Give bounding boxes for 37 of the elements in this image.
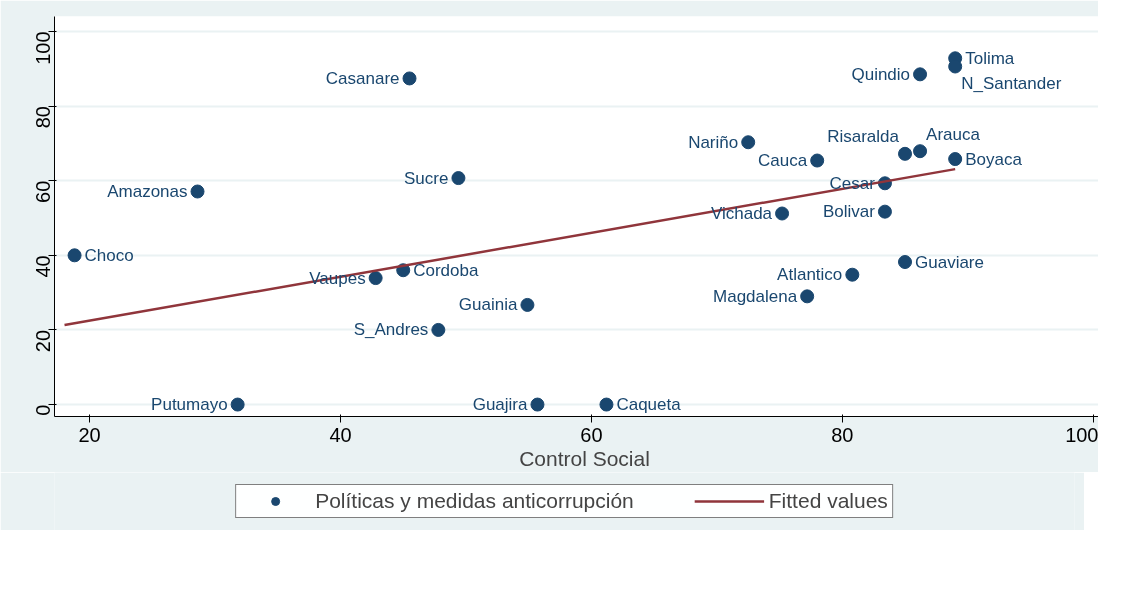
x-axis-title: Control Social (519, 446, 650, 470)
x-tick-label: 80 (831, 423, 854, 446)
x-tick-label: 100 (1065, 423, 1099, 446)
y-tick-label: 100 (32, 31, 55, 65)
annotation: Nariño (688, 132, 739, 152)
annotation: Magdalena (713, 286, 798, 306)
annotation: N_Santander (961, 74, 1062, 93)
annotation: Atlantico (777, 265, 843, 285)
annotation: Quindio (851, 64, 911, 84)
annotation: Guaviare (915, 252, 984, 272)
annotation: S_Andres (353, 320, 429, 340)
annotation: Guainia (458, 295, 518, 315)
y-tick-label: 60 (32, 180, 55, 203)
annotation: Sucre (404, 168, 449, 188)
legend-label: Fitted values (768, 489, 888, 513)
y-tick-label: 40 (32, 255, 55, 278)
annotation: Tolima (965, 48, 1015, 68)
annotation: Bolivar (822, 202, 876, 222)
annotation: Guajira (472, 395, 528, 415)
annotation: Cauca (758, 151, 808, 171)
x-tick-label: 60 (580, 423, 603, 446)
annotation: Caqueta (616, 395, 682, 415)
annotation: Boyaca (965, 149, 1023, 169)
annotation: Casanare (325, 68, 400, 88)
y-tick-label: 0 (32, 404, 55, 416)
y-tick-label: 80 (32, 106, 55, 129)
annotation: Risaralda (827, 127, 900, 147)
annotation: Choco (84, 245, 134, 265)
y-tick-label: 20 (32, 329, 55, 353)
annotation: Vichada (710, 204, 773, 224)
legend-label: Políticas y medidas anticorrupción (315, 489, 634, 513)
annotation: Arauca (926, 124, 981, 144)
annotation: Putumayo (151, 395, 228, 415)
annotation: Cordoba (413, 260, 479, 280)
annotation: Amazonas (107, 182, 188, 201)
x-tick-label: 20 (78, 423, 101, 446)
x-tick-label: 40 (329, 423, 352, 446)
